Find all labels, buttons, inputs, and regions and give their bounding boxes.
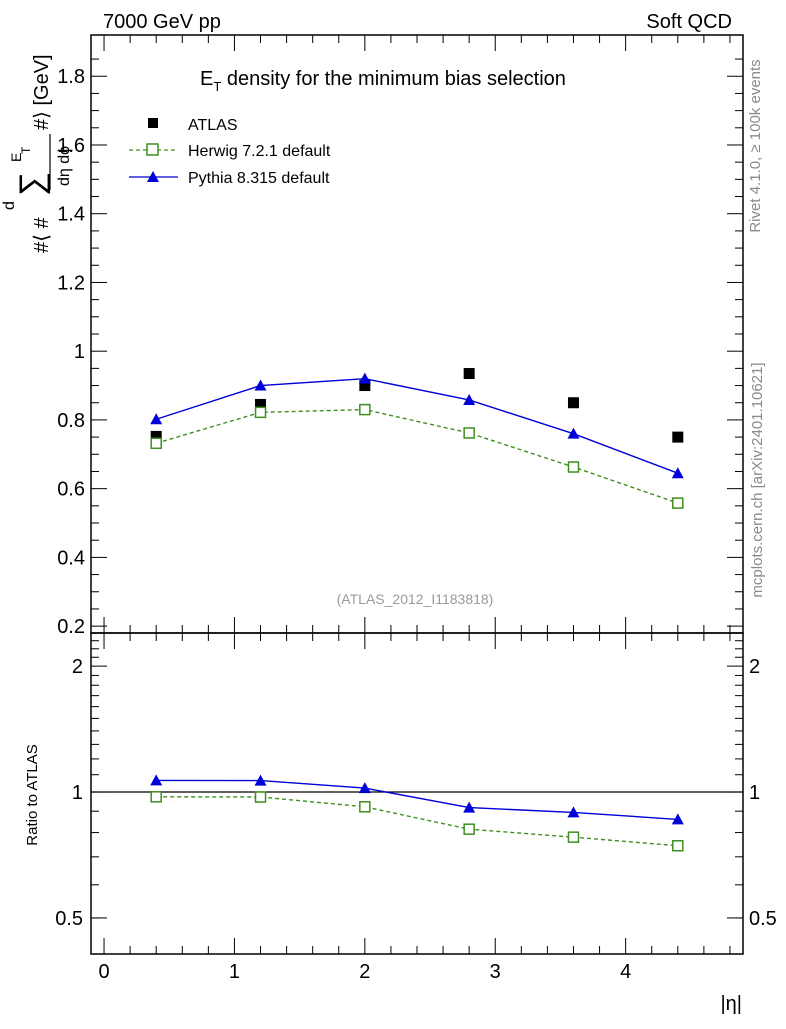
ratio-herwig-point: [254, 791, 267, 803]
y-label-prefix: #⟨ #: [31, 217, 53, 253]
atlas-point: [672, 431, 684, 443]
herwig-point: [672, 497, 684, 509]
x-tick-label: 4: [620, 961, 631, 983]
main-y-tick-label: 1: [74, 341, 85, 363]
ratio-y-tick-label-right: 0.5: [749, 908, 777, 930]
legend-herwig-label: Herwig 7.2.1 default: [188, 143, 331, 160]
atlas-point: [463, 368, 475, 380]
y-label-e: E: [8, 153, 24, 162]
ratio-pythia-point: [254, 774, 267, 786]
main-series: [150, 368, 684, 509]
y-label-sum: ∑: [13, 172, 51, 196]
atlas-point: [255, 398, 267, 410]
ratio-pythia-point: [463, 801, 476, 813]
title-t-subscript: T: [213, 79, 221, 94]
pythia-point: [463, 393, 476, 405]
x-tick-label: 3: [490, 961, 501, 983]
analysis-watermark: (ATLAS_2012_I1183818): [337, 591, 494, 607]
title-e: E: [200, 68, 213, 90]
pythia-line: [155, 377, 679, 474]
x-tick-label: 0: [98, 961, 109, 983]
atlas-point: [567, 397, 579, 409]
ratio-pythia-line: [156, 779, 678, 821]
main-y-tick-label: 0.6: [57, 479, 85, 501]
ratio-pythia-point: [671, 813, 684, 825]
energy-label: 7000 GeV pp: [103, 11, 221, 33]
main-title: ET density for the minimum bias selectio…: [200, 68, 566, 94]
y-label-t: T: [19, 146, 33, 154]
main-y-tick-label: 0.4: [57, 547, 85, 569]
rivet-label: Rivet 4.1.0, ≥ 100k events: [747, 59, 764, 232]
ratio-pythia-point: [567, 806, 580, 818]
herwig-point: [254, 406, 267, 419]
ratio-herwig-point: [150, 791, 162, 803]
ratio-y-tick-label: 0.5: [55, 908, 83, 930]
ratio-y-tick-label-right: 1: [749, 782, 760, 804]
main-y-tick-label: 0.2: [57, 616, 85, 638]
pythia-point: [358, 372, 371, 384]
ratio-herwig-point: [359, 801, 371, 813]
ratio-pythia-point: [150, 774, 163, 786]
ratio-herwig-point: [567, 831, 580, 843]
legend-herwig-marker: [146, 143, 159, 156]
x-tick-label: 2: [359, 961, 370, 983]
ratio-y-tick-label-right: 2: [749, 656, 760, 678]
herwig-point: [359, 403, 371, 416]
atlas-point: [359, 380, 371, 392]
herwig-point: [567, 461, 580, 473]
y-label-denominator: dη dϕ: [56, 146, 73, 186]
x-axis-label: |η|: [720, 993, 742, 1015]
y-label-suffix: #⟩ [GeV]: [31, 54, 53, 130]
mcplots-label: mcplots.cern.ch [arXiv:2401.10621]: [749, 362, 766, 597]
x-tick-label: 1: [229, 961, 240, 983]
ratio-plot-frame: [90, 632, 744, 955]
main-y-label: #⟨ # d ∑ E T dη dϕ #⟩ [GeV]: [1, 54, 73, 253]
herwig-point: [150, 437, 162, 450]
ratio-herwig-point: [672, 840, 684, 852]
main-y-tick-label: 1.4: [57, 204, 85, 226]
herwig-line: [156, 408, 679, 504]
pythia-point: [567, 427, 580, 439]
pythia-point: [150, 413, 163, 425]
pythia-point: [671, 467, 684, 479]
ratio-ticks: 0.5 0.5 1 1 2 2 0 1 2 3 4: [55, 633, 777, 983]
herwig-point: [463, 427, 475, 439]
legend-atlas-marker: [148, 118, 158, 128]
legend: ATLAS Herwig 7.2.1 default Pythia 8.315 …: [129, 117, 331, 187]
main-y-tick-label: 1.2: [57, 272, 85, 294]
ratio-herwig-line: [156, 796, 678, 847]
y-label-d: d: [1, 201, 18, 210]
title-rest: density for the minimum bias selection: [221, 68, 566, 90]
ratio-series: [150, 774, 684, 852]
main-y-tick-label: 1.8: [57, 66, 85, 88]
legend-atlas-label: ATLAS: [188, 117, 238, 134]
pythia-point: [254, 379, 267, 391]
ratio-y-tick-label: 2: [72, 656, 83, 678]
ratio-y-label: Ratio to ATLAS: [24, 744, 41, 845]
legend-pythia-label: Pythia 8.315 default: [188, 170, 330, 187]
main-ticks: 0.2 0.4 0.6 0.8 1 1.2 1.4 1.6 1.8: [57, 35, 743, 638]
main-y-tick-label: 1.6: [57, 135, 85, 157]
ratio-herwig-point: [463, 823, 475, 835]
main-y-tick-label: 0.8: [57, 410, 85, 432]
ratio-y-tick-label: 1: [72, 782, 83, 804]
atlas-point: [150, 430, 162, 442]
process-label: Soft QCD: [646, 11, 732, 33]
legend-pythia-marker: [147, 171, 159, 182]
ratio-pythia-point: [358, 782, 371, 794]
